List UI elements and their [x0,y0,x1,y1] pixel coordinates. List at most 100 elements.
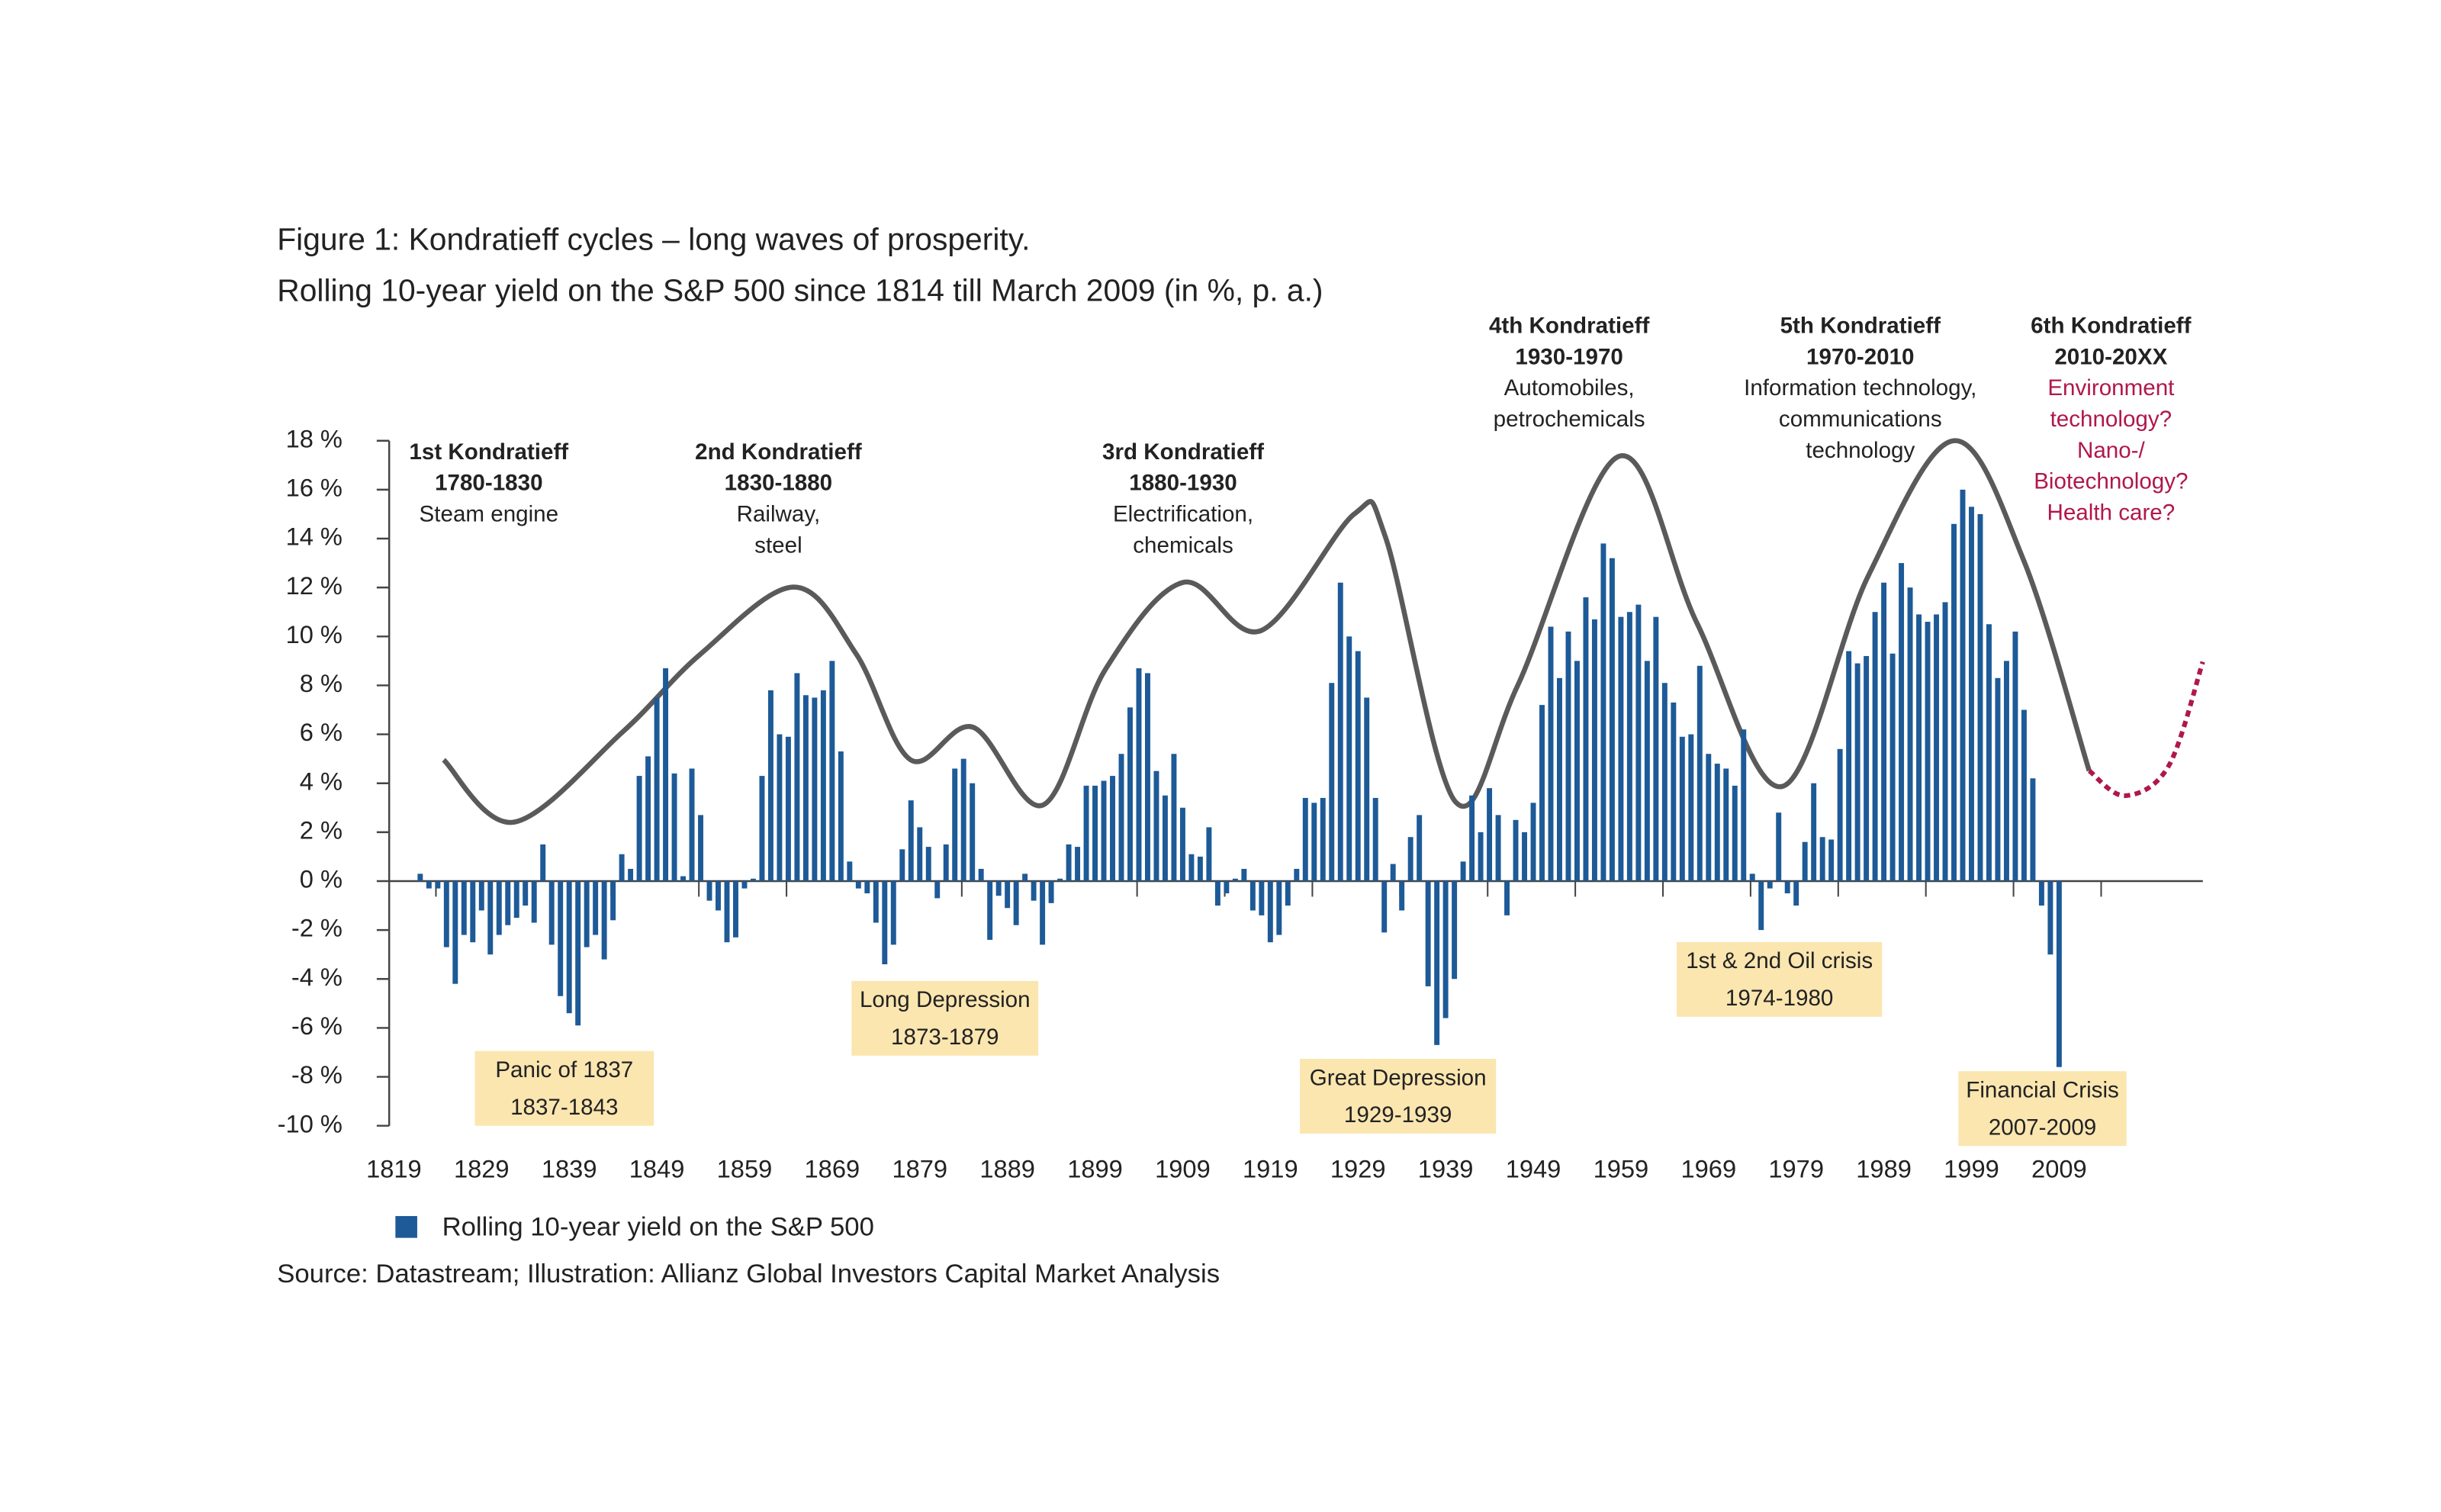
cycle-description: Steam engine [420,502,559,527]
x-tick-label: 1849 [629,1155,685,1183]
y-tick-label: -10 % [278,1109,343,1137]
y-tick-label: 0 % [300,865,343,893]
bar [558,880,564,996]
bar [1145,673,1150,881]
bar [995,880,1002,896]
bar [1214,880,1220,906]
bar [671,773,677,881]
bar [1723,768,1729,881]
bar [1767,880,1773,889]
bar [1434,880,1440,1045]
bar [1337,582,1343,881]
bar [663,668,669,881]
bar [1232,878,1238,881]
bar [1557,677,1562,881]
y-tick-label: -8 % [291,1060,343,1089]
bar [689,768,695,881]
wave-curve [442,438,2092,825]
bar [505,880,511,925]
cycle-description: Railway, [737,502,821,527]
bar [1092,785,1098,881]
bar [417,873,423,881]
bar [1995,677,2001,881]
bar [1407,837,1413,881]
bar [1057,878,1063,881]
y-tick-label: 12 % [286,571,343,600]
bar [855,880,861,889]
cycle-description: technology [1806,438,1915,463]
crisis-label: Financial Crisis [1966,1078,2119,1103]
bar [1452,880,1458,980]
y-tick-label: 6 % [300,718,343,746]
bar [636,776,642,881]
bar [1294,868,1300,881]
bar [864,880,870,894]
bar [987,880,993,940]
cycle-description: Electrification, [1113,502,1253,527]
bar [934,880,941,899]
x-tick-label: 1979 [1768,1155,1824,1183]
bar [1495,815,1501,881]
bar [1381,880,1388,933]
bar [1609,558,1615,881]
bar [1513,819,1519,881]
wave-projection [2087,661,2205,799]
bar [1688,734,1694,881]
cycle-description: petrochemicals [1494,407,1645,432]
crisis-period: 1974-1980 [1725,986,1833,1011]
bar [1846,651,1852,881]
bar [970,783,976,881]
bar [716,880,721,911]
bar [1487,788,1493,881]
bar [943,844,949,881]
cycle-description: Automobiles, [1504,375,1635,401]
bar [487,880,494,955]
cycle-period: 1880-1930 [1129,471,1237,496]
x-tick-label: 1939 [1418,1155,1474,1183]
x-tick-label: 2009 [2031,1155,2087,1183]
bar [1776,812,1782,881]
bar [566,880,572,1014]
bar [1249,880,1256,911]
bar [1548,626,1554,881]
x-tick-label: 1999 [1944,1155,1999,1183]
y-tick-label: 14 % [286,523,343,551]
bar [1600,543,1606,881]
bar [1960,489,1966,881]
bar [925,847,931,881]
bar [628,868,634,881]
bar [1784,880,1790,894]
bar [2003,661,2009,881]
bar [2038,880,2044,906]
bar [1925,622,1931,881]
bar [1934,614,1939,881]
crisis-period: 2007-2009 [1989,1115,2096,1140]
crisis-period: 1929-1939 [1344,1102,1452,1128]
bar [1048,880,1054,903]
bar [1539,705,1545,881]
cycle-description: Biotechnology? [2034,469,2188,494]
bar [1259,880,1265,915]
bar [1162,795,1168,881]
crisis-label: Panic of 1837 [495,1057,633,1083]
bar [1977,513,1983,881]
bar [1267,880,1273,943]
cycle-description: Environment [2047,375,2174,401]
x-tick-label: 1909 [1155,1155,1211,1183]
bar [2056,880,2062,1067]
bar [1179,807,1185,881]
cycle-description: Health care? [2047,500,2175,525]
bar [1005,880,1011,909]
bar [1969,507,1974,881]
bar [767,690,773,881]
bar [1285,880,1291,906]
bar [1661,683,1668,881]
bar [1837,748,1843,881]
bar [960,758,966,881]
bar [2012,631,2018,881]
cycle-description: communications [1779,407,1942,432]
bar [1583,597,1589,881]
legend-swatch [395,1216,417,1238]
bar [1819,837,1825,881]
